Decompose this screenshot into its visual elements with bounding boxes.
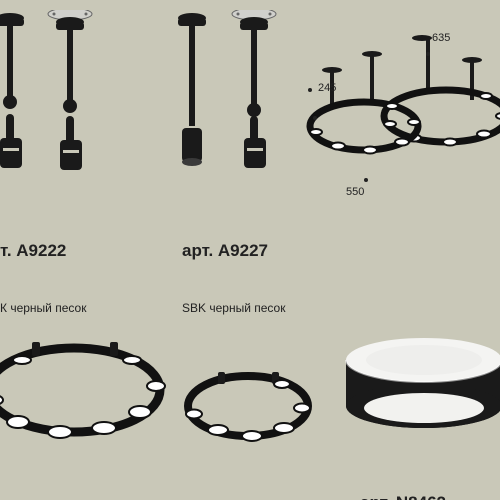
drum-n8462 xyxy=(340,330,500,450)
label-c9232: арт. C9232 SBK черный песок xyxy=(186,462,289,500)
art-sub: К черный песок xyxy=(0,301,86,316)
dim-245: 245 xyxy=(318,82,336,94)
art-code: арт. N8462 xyxy=(360,492,471,500)
catalog-card: 245 635 550 xyxy=(0,0,500,500)
label-c9238: арт. C9238 SBK черный песок xyxy=(30,462,133,500)
assembly-rings xyxy=(300,18,500,218)
pendant-a9227-group xyxy=(170,10,300,200)
art-sub: SBK черный песок xyxy=(182,301,285,316)
ring-c9232 xyxy=(180,348,320,468)
dim-635: 635 xyxy=(432,32,450,44)
art-code: т. A9222 xyxy=(0,240,86,261)
dim-550: 550 xyxy=(346,186,364,198)
label-a9227: арт. A9227 SBK черный песок xyxy=(182,200,285,356)
label-a9222: т. A9222 К черный песок xyxy=(0,200,86,356)
art-code: арт. A9227 xyxy=(182,240,285,261)
pendant-a9222-group xyxy=(0,10,122,200)
label-n8462: арт. N8462 SBK/FR черный пес белый матов… xyxy=(360,452,471,500)
